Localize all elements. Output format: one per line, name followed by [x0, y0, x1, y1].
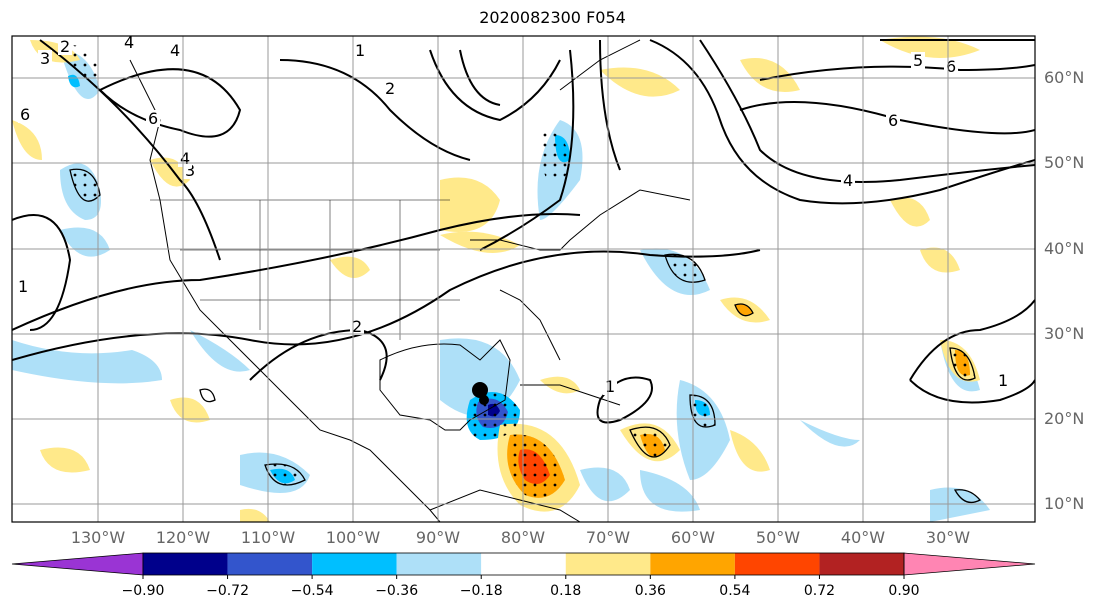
latitude-label: 10°N — [1044, 494, 1085, 513]
longitude-label: 100°W — [325, 528, 381, 547]
colorbar-segment — [819, 553, 904, 575]
colorbar-segment — [396, 553, 482, 575]
contour-label: 2 — [385, 79, 395, 98]
contour-label: 3 — [40, 49, 50, 68]
contour-label: 1 — [355, 41, 365, 60]
colorbar-tick-label: 0.18 — [550, 583, 582, 599]
latitude-label: 40°N — [1044, 239, 1085, 258]
colorbar-segment — [650, 553, 735, 575]
colorbar-tick-label: −0.72 — [206, 583, 249, 599]
contour-label: 6 — [888, 111, 898, 130]
colorbar-segment — [481, 553, 566, 575]
contour-label: 2 — [352, 317, 362, 336]
longitude-label: 130°W — [70, 528, 126, 547]
longitude-label: 90°W — [415, 528, 461, 547]
colorbar-min-extend — [11, 552, 144, 576]
colorbar-max-extend — [903, 552, 1036, 576]
colorbar-tick-label: 0.72 — [803, 583, 836, 599]
colorbar-segment — [734, 553, 820, 575]
longitude-label: 50°W — [755, 528, 801, 547]
contour-label: 4 — [180, 149, 190, 168]
colorbar-segment — [143, 553, 228, 575]
longitude-label: 110°W — [240, 528, 296, 547]
significance-outlines — [69, 168, 982, 504]
longitude-label: 30°W — [925, 528, 971, 547]
storm-track — [472, 382, 489, 405]
latitude-label: 20°N — [1044, 409, 1085, 428]
contour-label: 6 — [148, 109, 158, 128]
longitude-label: 120°W — [155, 528, 211, 547]
contour-label: 4 — [124, 33, 134, 52]
contour-label: 4 — [170, 41, 180, 60]
contour-label: 4 — [843, 171, 853, 190]
map-frame — [11, 35, 1036, 523]
longitude-label: 80°W — [500, 528, 546, 547]
state-borders — [150, 199, 460, 340]
colorbar — [11, 552, 1036, 579]
colorbar-tick-label: 0.54 — [719, 583, 751, 599]
latitude-label: 60°N — [1044, 68, 1085, 87]
colorbar-tick-label: −0.36 — [375, 583, 419, 599]
shaded-anomalies — [12, 36, 990, 522]
contour-label: 3 — [185, 161, 195, 180]
colorbar-tick-label: −0.18 — [459, 583, 503, 599]
gridlines — [12, 36, 1035, 522]
contour-label: 2 — [60, 37, 70, 56]
contour-label: 1 — [18, 277, 28, 296]
colorbar-segment — [227, 553, 313, 575]
colorbar-tick-label: 0.36 — [634, 583, 666, 599]
colorbar-segment — [312, 553, 397, 575]
contour-label: 5 — [913, 51, 923, 70]
longitude-label: 60°W — [670, 528, 716, 547]
latitude-label: 50°N — [1044, 153, 1085, 172]
contour-label: 1 — [998, 371, 1008, 390]
latitude-label: 30°N — [1044, 324, 1085, 343]
contour-label: 1 — [605, 377, 615, 396]
contour-label: 6 — [20, 105, 30, 124]
colorbar-tick-label: −0.90 — [121, 583, 165, 599]
colorbar-tick-label: −0.54 — [290, 583, 334, 599]
colorbar-tick-label: 0.90 — [888, 583, 920, 599]
longitude-label: 40°W — [840, 528, 886, 547]
colorbar-segment — [565, 553, 651, 575]
contour-label: 6 — [946, 57, 956, 76]
map-title: 2020082300 F054 — [479, 8, 626, 27]
longitude-label: 70°W — [585, 528, 631, 547]
